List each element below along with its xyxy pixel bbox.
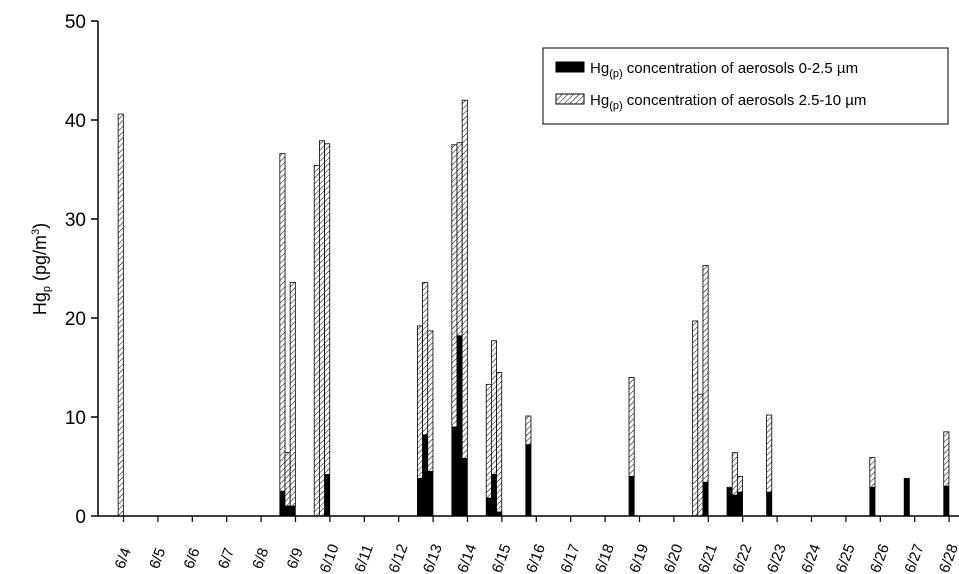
bar-coarse-15 [496,372,503,513]
x-tick-label-22: 6/26 [867,542,893,574]
x-tick-label-15: 6/19 [626,542,652,574]
bar-fine-3 [289,505,296,517]
bar-coarse-14 [490,340,497,475]
x-tick-label-0: 6/4 [112,546,135,571]
bar-coarse-20 [702,265,709,483]
bar-coarse-5 [318,140,325,517]
x-tick-label-13: 6/17 [557,542,583,574]
bar-coarse-18 [692,320,699,517]
y-axis-label: Hgp (pg/m3) [30,223,53,315]
bar-coarse-8 [422,281,429,436]
x-tick-label-11: 6/15 [489,542,515,574]
bar-fine-9 [427,471,434,517]
x-tick-label-18: 6/22 [729,542,755,574]
bar-coarse-6 [324,143,331,475]
legend-label-coarse: Hg(p) concentration of aerosols 2.5-10 µ… [590,92,866,112]
x-tick-label-5: 6/9 [284,546,307,571]
bar-coarse-11 [456,142,463,337]
y-tick-label-0: 0 [75,507,86,528]
x-tick-label-14: 6/18 [592,542,618,574]
y-tick-label-20: 20 [65,309,86,330]
x-tick-label-16: 6/20 [661,542,687,574]
x-tick-label-24: 6/28 [936,542,959,574]
bar-coarse-4 [313,165,320,517]
y-tick-label-50: 50 [65,12,86,33]
legend-label-fine: Hg(p) concentration of aerosols 0-2.5 µm [590,60,858,80]
bar-coarse-7 [417,325,424,479]
bar-coarse-2 [284,452,291,507]
y-tick-label-40: 40 [65,111,86,132]
bar-fine-17 [628,475,635,517]
x-tick-label-23: 6/27 [901,542,927,574]
bar-fine-24 [766,491,773,517]
x-tick-label-10: 6/14 [454,542,480,574]
axes-layer [97,21,959,517]
x-tick-label-20: 6/24 [798,542,824,574]
y-tick-label-10: 10 [65,408,86,429]
bar-fine-13 [485,497,492,517]
x-tick-label-4: 6/8 [249,546,272,571]
bar-coarse-23 [736,475,743,493]
bar-coarse-13 [485,383,492,499]
bar-fine-22 [731,494,738,517]
bar-coarse-17 [628,376,635,477]
bar-coarse-0 [117,113,124,517]
legend-swatch-fine [555,61,585,73]
bar-fine-27 [943,485,950,517]
bar-coarse-16 [525,415,532,446]
bar-fine-23 [736,491,743,517]
x-tick-label-7: 6/11 [351,542,377,574]
bar-fine-7 [417,477,424,517]
x-tick-label-9: 6/13 [420,542,446,574]
legend-swatch-coarse [555,93,585,105]
x-tick-label-3: 6/7 [215,546,238,571]
bar-fine-10 [451,426,458,517]
bar-fine-21 [726,487,733,517]
x-tick-label-6: 6/10 [317,542,343,574]
bar-fine-14 [490,474,497,517]
x-tick-label-8: 6/12 [385,542,411,574]
bar-fine-26 [903,477,910,517]
bar-coarse-25 [869,457,876,488]
bar-fine-8 [422,434,429,517]
x-tick-label-2: 6/6 [181,546,204,571]
bar-fine-25 [869,486,876,517]
bar-fine-12 [461,458,468,517]
bars-layer [117,99,950,517]
bar-coarse-12 [461,99,468,459]
bar-fine-20 [702,481,709,517]
x-tick-label-19: 6/23 [764,542,790,574]
bar-fine-11 [456,335,463,517]
bar-fine-16 [525,444,532,517]
x-tick-label-17: 6/21 [695,542,721,574]
bar-fine-1 [279,490,286,517]
bar-fine-2 [284,505,291,517]
bar-coarse-1 [279,153,286,492]
bar-coarse-24 [766,414,773,493]
y-ticks: 0 10 20 30 40 50 [65,12,98,528]
bar-coarse-9 [427,330,434,472]
legend-box [542,47,949,125]
y-tick-label-30: 30 [65,210,86,231]
bar-fine-6 [324,474,331,517]
x-tick-label-21: 6/25 [833,542,859,574]
bar-coarse-22 [731,452,738,496]
bar-coarse-10 [451,144,458,428]
bar-coarse-19 [697,393,704,517]
x-tick-label-12: 6/16 [523,542,549,574]
bar-coarse-3 [289,281,296,507]
x-ticks: 6/4 6/5 6/6 6/7 6/8 6/9 6/10 6/11 6/12 6/13 6/14 6/… [112,516,959,574]
bar-coarse-27 [943,431,950,487]
x-tick-label-1: 6/5 [146,546,169,571]
legend: Hg(p) concentration of aerosols 0-2.5 µm… [542,47,949,125]
